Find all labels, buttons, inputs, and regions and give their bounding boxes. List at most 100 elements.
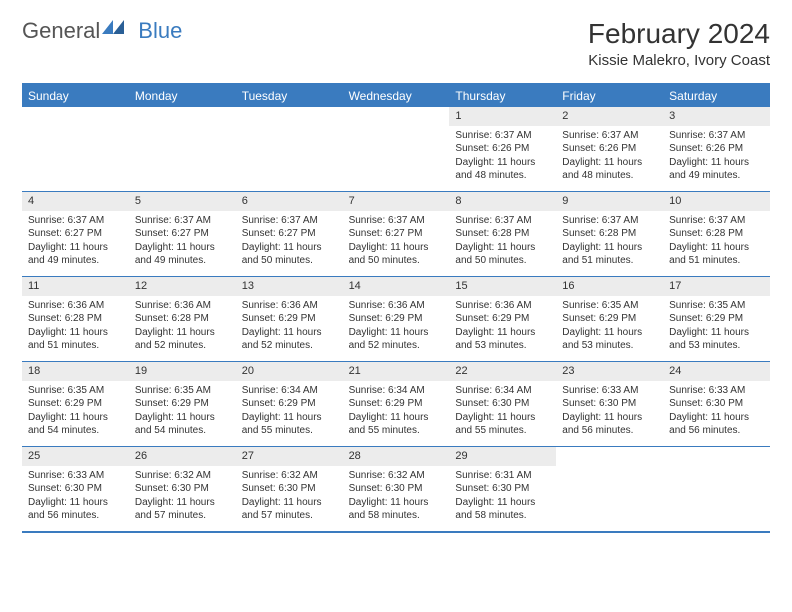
day-cell: 13Sunrise: 6:36 AMSunset: 6:29 PMDayligh… xyxy=(236,277,343,361)
day-daylight: Daylight: 11 hours and 50 minutes. xyxy=(455,241,550,268)
day-sunset: Sunset: 6:30 PM xyxy=(562,397,657,411)
day-sunrise: Sunrise: 6:34 AM xyxy=(455,384,550,398)
day-cell: 1Sunrise: 6:37 AMSunset: 6:26 PMDaylight… xyxy=(449,107,556,191)
day-daylight: Daylight: 11 hours and 57 minutes. xyxy=(242,496,337,523)
day-sunrise: Sunrise: 6:35 AM xyxy=(562,299,657,313)
day-body: Sunrise: 6:35 AMSunset: 6:29 PMDaylight:… xyxy=(663,296,770,357)
day-sunrise: Sunrise: 6:33 AM xyxy=(28,469,123,483)
day-body: Sunrise: 6:32 AMSunset: 6:30 PMDaylight:… xyxy=(129,466,236,527)
day-cell: 5Sunrise: 6:37 AMSunset: 6:27 PMDaylight… xyxy=(129,192,236,276)
day-sunrise: Sunrise: 6:35 AM xyxy=(669,299,764,313)
day-body: Sunrise: 6:37 AMSunset: 6:27 PMDaylight:… xyxy=(236,211,343,272)
day-daylight: Daylight: 11 hours and 53 minutes. xyxy=(455,326,550,353)
day-cell: 15Sunrise: 6:36 AMSunset: 6:29 PMDayligh… xyxy=(449,277,556,361)
week-row: 11Sunrise: 6:36 AMSunset: 6:28 PMDayligh… xyxy=(22,276,770,361)
day-sunrise: Sunrise: 6:32 AM xyxy=(135,469,230,483)
page-header: General Blue February 2024 Kissie Malekr… xyxy=(22,18,770,69)
day-daylight: Daylight: 11 hours and 53 minutes. xyxy=(669,326,764,353)
brand-word1: General xyxy=(22,18,100,44)
day-cell: 21Sunrise: 6:34 AMSunset: 6:29 PMDayligh… xyxy=(343,362,450,446)
day-body: Sunrise: 6:34 AMSunset: 6:30 PMDaylight:… xyxy=(449,381,556,442)
day-cell: 25Sunrise: 6:33 AMSunset: 6:30 PMDayligh… xyxy=(22,447,129,531)
day-sunset: Sunset: 6:29 PM xyxy=(562,312,657,326)
day-sunset: Sunset: 6:26 PM xyxy=(562,142,657,156)
day-daylight: Daylight: 11 hours and 53 minutes. xyxy=(562,326,657,353)
day-sunrise: Sunrise: 6:34 AM xyxy=(242,384,337,398)
day-sunset: Sunset: 6:29 PM xyxy=(349,397,444,411)
day-number: 26 xyxy=(129,447,236,466)
brand-word2: Blue xyxy=(138,18,182,44)
day-sunset: Sunset: 6:30 PM xyxy=(135,482,230,496)
title-block: February 2024 Kissie Malekro, Ivory Coas… xyxy=(588,18,770,69)
day-body: Sunrise: 6:37 AMSunset: 6:27 PMDaylight:… xyxy=(343,211,450,272)
day-cell xyxy=(236,107,343,191)
day-cell: 27Sunrise: 6:32 AMSunset: 6:30 PMDayligh… xyxy=(236,447,343,531)
day-sunrise: Sunrise: 6:37 AM xyxy=(669,214,764,228)
day-number: 1 xyxy=(449,107,556,126)
day-body: Sunrise: 6:35 AMSunset: 6:29 PMDaylight:… xyxy=(556,296,663,357)
day-sunset: Sunset: 6:29 PM xyxy=(242,397,337,411)
day-number: 17 xyxy=(663,277,770,296)
day-sunset: Sunset: 6:28 PM xyxy=(562,227,657,241)
day-number: 21 xyxy=(343,362,450,381)
day-number: 5 xyxy=(129,192,236,211)
day-sunrise: Sunrise: 6:37 AM xyxy=(455,129,550,143)
day-daylight: Daylight: 11 hours and 52 minutes. xyxy=(135,326,230,353)
day-sunrise: Sunrise: 6:36 AM xyxy=(242,299,337,313)
day-daylight: Daylight: 11 hours and 50 minutes. xyxy=(242,241,337,268)
day-daylight: Daylight: 11 hours and 57 minutes. xyxy=(135,496,230,523)
day-body: Sunrise: 6:37 AMSunset: 6:27 PMDaylight:… xyxy=(129,211,236,272)
location-label: Kissie Malekro, Ivory Coast xyxy=(588,52,770,69)
day-daylight: Daylight: 11 hours and 55 minutes. xyxy=(242,411,337,438)
day-number: 16 xyxy=(556,277,663,296)
day-body: Sunrise: 6:37 AMSunset: 6:26 PMDaylight:… xyxy=(449,126,556,187)
day-number: 10 xyxy=(663,192,770,211)
day-sunset: Sunset: 6:30 PM xyxy=(455,482,550,496)
day-daylight: Daylight: 11 hours and 49 minutes. xyxy=(135,241,230,268)
day-body: Sunrise: 6:36 AMSunset: 6:28 PMDaylight:… xyxy=(129,296,236,357)
day-number: 6 xyxy=(236,192,343,211)
day-daylight: Daylight: 11 hours and 49 minutes. xyxy=(669,156,764,183)
day-body: Sunrise: 6:36 AMSunset: 6:28 PMDaylight:… xyxy=(22,296,129,357)
day-sunset: Sunset: 6:29 PM xyxy=(135,397,230,411)
day-cell: 24Sunrise: 6:33 AMSunset: 6:30 PMDayligh… xyxy=(663,362,770,446)
day-cell: 10Sunrise: 6:37 AMSunset: 6:28 PMDayligh… xyxy=(663,192,770,276)
day-number: 18 xyxy=(22,362,129,381)
day-number: 14 xyxy=(343,277,450,296)
day-sunrise: Sunrise: 6:33 AM xyxy=(562,384,657,398)
day-sunrise: Sunrise: 6:37 AM xyxy=(669,129,764,143)
day-sunset: Sunset: 6:30 PM xyxy=(349,482,444,496)
day-daylight: Daylight: 11 hours and 56 minutes. xyxy=(669,411,764,438)
day-daylight: Daylight: 11 hours and 55 minutes. xyxy=(455,411,550,438)
day-cell: 6Sunrise: 6:37 AMSunset: 6:27 PMDaylight… xyxy=(236,192,343,276)
weekday-header: Wednesday xyxy=(343,85,450,107)
day-sunset: Sunset: 6:27 PM xyxy=(349,227,444,241)
day-daylight: Daylight: 11 hours and 56 minutes. xyxy=(562,411,657,438)
day-cell xyxy=(129,107,236,191)
day-body: Sunrise: 6:37 AMSunset: 6:27 PMDaylight:… xyxy=(22,211,129,272)
day-body: Sunrise: 6:33 AMSunset: 6:30 PMDaylight:… xyxy=(556,381,663,442)
weekday-header: Sunday xyxy=(22,85,129,107)
day-body: Sunrise: 6:32 AMSunset: 6:30 PMDaylight:… xyxy=(236,466,343,527)
weekday-header: Saturday xyxy=(663,85,770,107)
day-sunrise: Sunrise: 6:36 AM xyxy=(349,299,444,313)
day-sunset: Sunset: 6:29 PM xyxy=(669,312,764,326)
day-body: Sunrise: 6:34 AMSunset: 6:29 PMDaylight:… xyxy=(236,381,343,442)
day-cell: 19Sunrise: 6:35 AMSunset: 6:29 PMDayligh… xyxy=(129,362,236,446)
day-sunrise: Sunrise: 6:37 AM xyxy=(562,214,657,228)
day-cell: 8Sunrise: 6:37 AMSunset: 6:28 PMDaylight… xyxy=(449,192,556,276)
day-body: Sunrise: 6:37 AMSunset: 6:26 PMDaylight:… xyxy=(556,126,663,187)
day-cell: 28Sunrise: 6:32 AMSunset: 6:30 PMDayligh… xyxy=(343,447,450,531)
day-sunrise: Sunrise: 6:36 AM xyxy=(28,299,123,313)
day-body: Sunrise: 6:37 AMSunset: 6:28 PMDaylight:… xyxy=(556,211,663,272)
day-sunrise: Sunrise: 6:35 AM xyxy=(135,384,230,398)
day-sunrise: Sunrise: 6:35 AM xyxy=(28,384,123,398)
day-number: 12 xyxy=(129,277,236,296)
day-cell: 23Sunrise: 6:33 AMSunset: 6:30 PMDayligh… xyxy=(556,362,663,446)
day-sunrise: Sunrise: 6:37 AM xyxy=(135,214,230,228)
day-sunset: Sunset: 6:27 PM xyxy=(28,227,123,241)
day-cell: 14Sunrise: 6:36 AMSunset: 6:29 PMDayligh… xyxy=(343,277,450,361)
day-sunset: Sunset: 6:28 PM xyxy=(135,312,230,326)
day-number: 20 xyxy=(236,362,343,381)
brand-mark-icon xyxy=(102,14,124,40)
